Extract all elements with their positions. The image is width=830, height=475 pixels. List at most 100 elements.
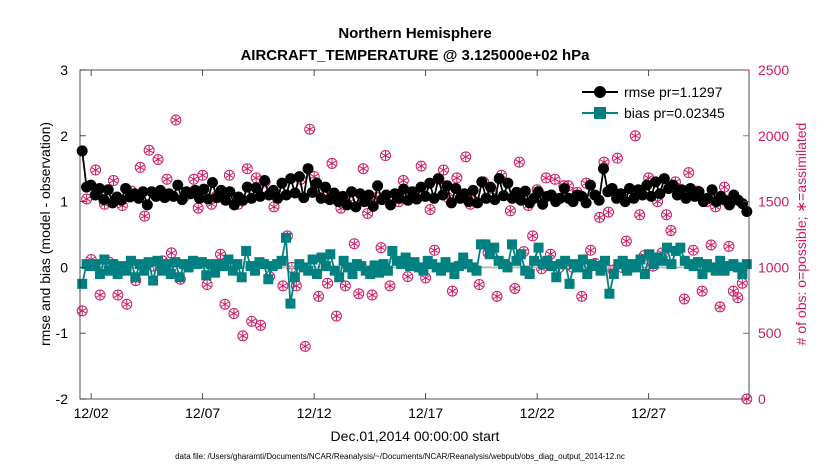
bias-point <box>312 269 322 279</box>
bias-point <box>693 257 703 267</box>
obs-assimilated-marker <box>542 173 550 182</box>
bias-point <box>697 269 707 279</box>
obs-assimilated-marker <box>194 204 202 213</box>
rmse-point <box>172 180 183 191</box>
bias-point <box>197 257 207 267</box>
bias-point <box>604 289 614 299</box>
bias-point <box>507 239 517 249</box>
obs-assimilated-marker <box>243 164 251 173</box>
obs-assimilated-marker <box>511 284 519 293</box>
bias-point <box>210 268 220 278</box>
rmse-point <box>598 163 609 174</box>
obs-assimilated-marker <box>734 293 742 302</box>
bias-point <box>290 272 300 282</box>
obs-assimilated-marker <box>136 163 144 172</box>
bias-point <box>277 256 287 266</box>
y2-tick-label: 1500 <box>758 194 789 210</box>
rmse-point <box>485 182 496 193</box>
obs-assimilated-marker <box>431 246 439 255</box>
y-tick-label: 0 <box>60 259 68 275</box>
rmse-point <box>198 184 209 195</box>
rmse-point <box>581 197 592 208</box>
rmse-point <box>77 145 88 156</box>
obs-assimilated-marker <box>203 280 211 289</box>
bias-point <box>609 269 619 279</box>
bias-point <box>144 257 154 267</box>
obs-assimilated-marker <box>426 205 434 214</box>
bias-point <box>525 269 535 279</box>
bias-point <box>503 262 513 272</box>
obs-assimilated-marker <box>578 292 586 301</box>
chart-figure: Northern Hemisphere AIRCRAFT_TEMPERATURE… <box>0 0 830 470</box>
obs-assimilated-marker <box>163 175 171 184</box>
bias-point <box>126 256 136 266</box>
x-tick-label: 12/17 <box>408 405 443 421</box>
y2-tick-label: 2000 <box>758 128 789 144</box>
bias-point <box>374 268 384 278</box>
y-tick-label: 1 <box>60 194 68 210</box>
obs-assimilated-marker <box>239 331 247 340</box>
bias-point <box>618 256 628 266</box>
obs-assimilated-marker <box>368 291 376 300</box>
bias-point <box>578 255 588 265</box>
obs-assimilated-marker <box>453 173 461 182</box>
y-tick-label: -1 <box>56 325 69 341</box>
bias-point <box>644 249 654 259</box>
bias-point <box>166 269 176 279</box>
legend-marker <box>594 86 606 98</box>
obs-assimilated-marker <box>199 171 207 180</box>
bias-point <box>153 256 163 266</box>
bias-point <box>206 259 216 269</box>
rmse-point <box>433 173 444 184</box>
bias-point <box>658 256 668 266</box>
rmse-point <box>259 175 270 186</box>
bias-point <box>130 272 140 282</box>
obs-assimilated-marker <box>716 302 724 311</box>
bias-point <box>551 272 561 282</box>
bias-point <box>308 255 318 265</box>
chart-subtitle: AIRCRAFT_TEMPERATURE @ 3.125000e+02 hPa <box>240 47 590 64</box>
x-tick-label: 12/07 <box>185 405 220 421</box>
obs-assimilated-marker <box>324 279 332 288</box>
bias-point <box>95 269 105 279</box>
chart-svg: Northern Hemisphere AIRCRAFT_TEMPERATURE… <box>0 0 830 470</box>
rmse-point <box>468 185 479 196</box>
bias-point <box>662 243 672 253</box>
legend-label: bias pr=0.02345 <box>624 105 725 121</box>
rmse-point <box>294 171 305 182</box>
y-tick-label: 3 <box>60 62 68 78</box>
bias-point <box>675 243 685 253</box>
y2-tick-label: 2500 <box>758 62 789 78</box>
bias-point <box>715 256 725 266</box>
obs-assimilated-marker <box>685 168 693 177</box>
bias-point <box>711 266 721 276</box>
y-tick-label: 2 <box>60 128 68 144</box>
obs-assimilated-marker <box>417 162 425 171</box>
x-tick-label: 12/12 <box>297 405 332 421</box>
bias-point <box>472 266 482 276</box>
obs-assimilated-marker <box>350 239 358 248</box>
obs-assimilated-marker <box>605 208 613 217</box>
obs-assimilated-marker <box>680 294 688 303</box>
rmse-point <box>372 180 383 191</box>
bias-point <box>387 246 397 256</box>
obs-assimilated-marker <box>221 300 229 309</box>
obs-assimilated-marker <box>92 166 100 175</box>
obs-assimilated-marker <box>698 287 706 296</box>
bias-point <box>534 243 544 253</box>
bias-point <box>635 255 645 265</box>
bias-point <box>325 249 335 259</box>
rmse-point <box>707 184 718 195</box>
bias-point <box>241 246 251 256</box>
obs-assimilated-marker <box>551 175 559 184</box>
bias-point <box>139 266 149 276</box>
bias-point <box>108 259 118 269</box>
obs-assimilated-marker <box>667 226 675 235</box>
bias-point <box>436 266 446 276</box>
obs-assimilated-marker <box>725 242 733 251</box>
x-tick-label: 12/22 <box>520 405 555 421</box>
rmse-point <box>368 201 379 212</box>
rmse-point <box>741 206 752 217</box>
obs-assimilated-marker <box>631 131 639 140</box>
obs-assimilated-marker <box>252 173 260 182</box>
